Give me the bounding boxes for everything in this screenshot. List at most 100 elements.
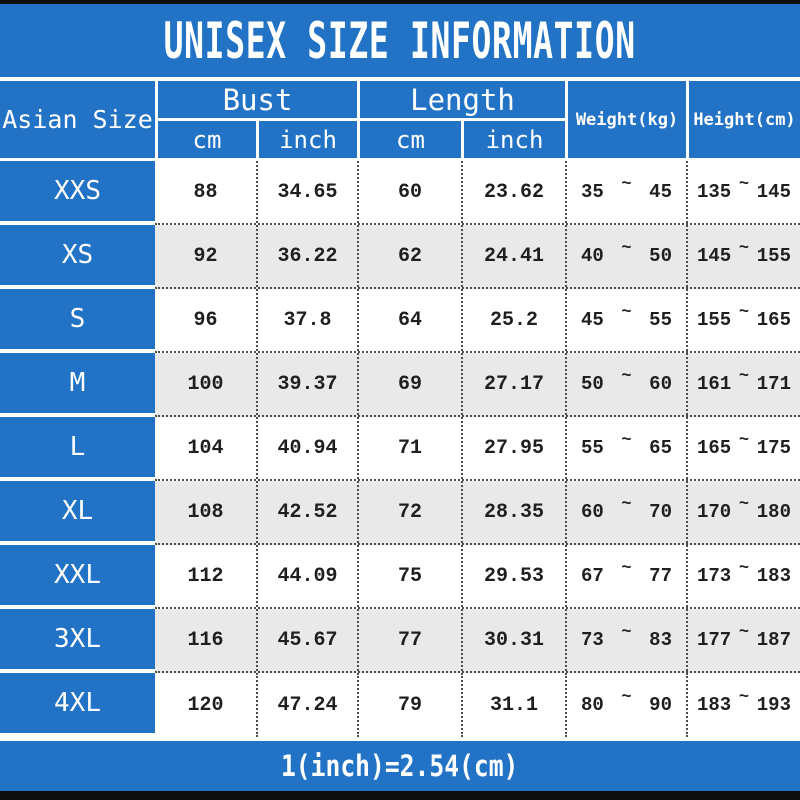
cell-height-range: 170 ~ 180: [686, 481, 800, 543]
header-bust-inch: inch: [256, 121, 357, 158]
cell-height-range: 161 ~ 171: [686, 353, 800, 415]
height-max: 187: [756, 629, 791, 651]
tilde-symbol: ~: [738, 687, 750, 707]
cell-bust-inch: 39.37: [256, 353, 357, 415]
weight-min: 60: [581, 501, 604, 523]
tilde-symbol: ~: [738, 238, 750, 258]
title-band: UNISEX SIZE INFORMATION: [0, 4, 800, 77]
cell-bust-cm: 92: [193, 244, 218, 268]
cell-weight-range: 50 ~ 60: [565, 353, 686, 415]
weight-min: 67: [581, 565, 604, 587]
cell-bust-cm: 108: [187, 500, 224, 524]
cell-length-cm: 77: [357, 609, 461, 671]
weight-max: 60: [649, 373, 672, 395]
cell-bust-cm: 96: [193, 308, 218, 332]
cell-bust-cm: 104: [187, 436, 224, 460]
height-min: 145: [697, 245, 732, 267]
header-bust: Bust: [158, 81, 357, 121]
weight-min: 35: [581, 181, 604, 203]
header-weight: Weight(kg): [565, 81, 686, 158]
cell-length-inch: 27.95: [461, 417, 565, 479]
tilde-symbol: ~: [738, 622, 750, 642]
cell-bust-cm: 112: [187, 564, 224, 588]
cell-bust-inch: 34.65: [256, 161, 357, 223]
cell-bust-inch: 47.24: [256, 673, 357, 737]
cell-bust-inch: 37.8: [256, 289, 357, 351]
cell-bust-cm: 100: [187, 372, 224, 396]
cell-height-range: 155 ~ 165: [686, 289, 800, 351]
size-label: L: [0, 417, 155, 481]
weight-min: 55: [581, 437, 604, 459]
height-max: 175: [756, 437, 791, 459]
top-edge-bar: [0, 0, 800, 4]
tilde-symbol: ~: [621, 238, 632, 258]
weight-min: 50: [581, 373, 604, 395]
cell-weight-range: 45 ~ 55: [565, 289, 686, 351]
weight-max: 50: [649, 245, 672, 267]
tilde-symbol: ~: [738, 494, 750, 514]
cell-length-inch: 31.1: [461, 673, 565, 737]
cell-length-cm: 79: [357, 673, 461, 737]
table-row: 4XL 120 47.24 79 31.1 80 ~ 90 183 ~ 193: [0, 673, 800, 737]
cell-height-range: 135 ~ 145: [686, 161, 800, 223]
cell-bust-inch: 36.22: [256, 225, 357, 287]
tilde-symbol: ~: [738, 174, 750, 194]
cell-length-inch: 23.62: [461, 161, 565, 223]
tilde-symbol: ~: [621, 494, 632, 514]
height-max: 183: [756, 565, 791, 587]
height-min: 135: [697, 181, 732, 203]
weight-max: 90: [649, 694, 672, 716]
height-min: 155: [697, 309, 732, 331]
table-body: XXS 88 34.65 60 23.62 35 ~ 45 135 ~ 145 …: [0, 161, 800, 737]
table-row: 3XL 116 45.67 77 30.31 73 ~ 83 177 ~ 187: [0, 609, 800, 673]
table-row: XS 92 36.22 62 24.41 40 ~ 50 145 ~ 155: [0, 225, 800, 289]
cell-length-cm: 72: [357, 481, 461, 543]
header-asian-size: Asian Size: [0, 81, 155, 158]
cell-bust-cm: 88: [193, 180, 218, 204]
tilde-symbol: ~: [621, 174, 632, 194]
divider: [0, 77, 800, 81]
size-label: S: [0, 289, 155, 353]
bottom-edge-bar: [0, 791, 800, 800]
cell-length-inch: 27.17: [461, 353, 565, 415]
header-length: Length: [360, 81, 565, 121]
cell-weight-range: 35 ~ 45: [565, 161, 686, 223]
size-label: XS: [0, 225, 155, 289]
tilde-symbol: ~: [738, 558, 750, 578]
height-max: 193: [756, 694, 791, 716]
height-min: 173: [697, 565, 732, 587]
table-row: XXS 88 34.65 60 23.62 35 ~ 45 135 ~ 145: [0, 161, 800, 225]
height-max: 165: [756, 309, 791, 331]
conversion-note: 1(inch)=2.54(cm): [281, 749, 519, 783]
cell-bust-inch: 42.52: [256, 481, 357, 543]
cell-height-range: 173 ~ 183: [686, 545, 800, 607]
cell-length-cm: 75: [357, 545, 461, 607]
table-row: XL 108 42.52 72 28.35 60 ~ 70 170 ~ 180: [0, 481, 800, 545]
weight-min: 45: [581, 309, 604, 331]
cell-weight-range: 80 ~ 90: [565, 673, 686, 737]
table-row: S 96 37.8 64 25.2 45 ~ 55 155 ~ 165: [0, 289, 800, 353]
cell-length-inch: 28.35: [461, 481, 565, 543]
cell-weight-range: 55 ~ 65: [565, 417, 686, 479]
header-length-inch: inch: [461, 121, 565, 158]
size-label: 4XL: [0, 673, 155, 737]
height-max: 155: [756, 245, 791, 267]
tilde-symbol: ~: [621, 687, 632, 707]
size-label: XXS: [0, 161, 155, 225]
cell-length-cm: 62: [357, 225, 461, 287]
tilde-symbol: ~: [621, 622, 632, 642]
tilde-symbol: ~: [738, 366, 750, 386]
header-bust-cm: cm: [158, 121, 256, 158]
height-max: 145: [756, 181, 791, 203]
tilde-symbol: ~: [621, 302, 632, 322]
size-label: M: [0, 353, 155, 417]
height-min: 170: [697, 501, 732, 523]
weight-min: 40: [581, 245, 604, 267]
cell-bust-inch: 40.94: [256, 417, 357, 479]
cell-bust-cm: 120: [187, 693, 224, 717]
cell-length-inch: 24.41: [461, 225, 565, 287]
size-label: 3XL: [0, 609, 155, 673]
cell-bust-inch: 45.67: [256, 609, 357, 671]
table-header: Asian Size Bust cm inch Length cm inch W…: [0, 81, 800, 161]
